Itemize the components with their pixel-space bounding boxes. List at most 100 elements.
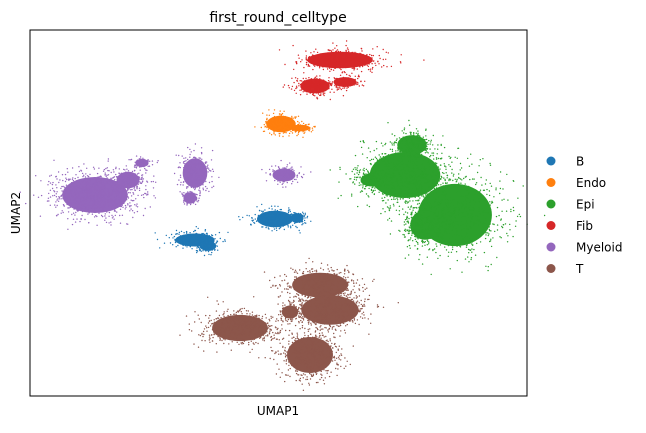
data-point bbox=[410, 133, 411, 134]
data-point bbox=[456, 206, 457, 207]
data-point bbox=[377, 171, 378, 172]
data-point bbox=[471, 257, 472, 258]
data-point bbox=[428, 243, 429, 244]
data-point bbox=[466, 239, 467, 240]
data-point bbox=[129, 185, 130, 186]
data-point bbox=[85, 199, 86, 200]
data-point bbox=[209, 182, 210, 183]
data-point bbox=[95, 215, 96, 216]
data-point bbox=[127, 204, 128, 205]
data-point bbox=[143, 162, 144, 163]
data-point bbox=[362, 59, 363, 60]
data-point bbox=[88, 222, 89, 223]
data-point bbox=[288, 125, 289, 126]
data-point bbox=[409, 167, 410, 168]
data-point bbox=[92, 214, 93, 215]
data-point bbox=[108, 188, 109, 189]
data-point bbox=[441, 239, 442, 240]
data-point bbox=[375, 182, 376, 183]
data-point bbox=[392, 133, 393, 134]
data-point bbox=[475, 222, 476, 223]
data-point bbox=[448, 156, 449, 157]
data-point bbox=[58, 171, 59, 172]
data-point bbox=[74, 188, 75, 189]
data-point bbox=[481, 230, 482, 231]
data-point bbox=[458, 244, 459, 245]
data-point bbox=[432, 214, 433, 215]
data-point bbox=[283, 116, 284, 117]
data-point bbox=[176, 155, 177, 156]
data-point bbox=[376, 178, 377, 179]
data-point bbox=[428, 140, 429, 141]
data-point bbox=[464, 237, 465, 238]
data-point bbox=[363, 140, 364, 141]
data-point bbox=[80, 201, 81, 202]
data-point bbox=[285, 126, 286, 127]
data-point bbox=[432, 177, 433, 178]
data-point bbox=[124, 197, 125, 198]
data-point bbox=[323, 53, 324, 54]
data-point bbox=[373, 61, 374, 62]
data-point bbox=[415, 226, 416, 227]
data-point bbox=[279, 127, 280, 128]
data-point bbox=[438, 222, 439, 223]
data-point bbox=[54, 204, 55, 205]
data-point bbox=[130, 192, 131, 193]
data-point bbox=[425, 152, 426, 153]
data-point bbox=[409, 183, 410, 184]
data-point bbox=[302, 129, 303, 130]
data-point bbox=[52, 182, 53, 183]
data-point bbox=[369, 178, 370, 179]
data-point bbox=[194, 157, 195, 158]
data-point bbox=[449, 243, 450, 244]
data-point bbox=[135, 165, 136, 166]
data-point bbox=[82, 205, 83, 206]
data-point bbox=[404, 146, 405, 147]
data-point bbox=[421, 163, 422, 164]
data-point bbox=[325, 82, 326, 83]
data-point bbox=[122, 205, 123, 206]
data-point bbox=[134, 173, 135, 174]
data-point bbox=[390, 188, 391, 189]
data-point bbox=[434, 200, 435, 201]
data-point bbox=[404, 186, 405, 187]
data-point bbox=[431, 140, 432, 141]
data-point bbox=[121, 189, 122, 190]
data-point bbox=[133, 200, 134, 201]
data-point bbox=[439, 237, 440, 238]
data-point bbox=[211, 176, 212, 177]
data-point bbox=[136, 184, 137, 185]
data-point bbox=[385, 178, 386, 179]
data-point bbox=[132, 200, 133, 201]
data-point bbox=[102, 179, 103, 180]
data-point bbox=[373, 175, 374, 176]
data-point bbox=[137, 211, 138, 212]
data-point bbox=[478, 214, 479, 215]
data-point bbox=[387, 219, 388, 220]
data-point bbox=[405, 258, 406, 259]
data-point bbox=[446, 249, 447, 250]
data-point bbox=[328, 53, 329, 54]
data-point bbox=[378, 175, 379, 176]
data-point bbox=[102, 208, 103, 209]
data-point bbox=[411, 143, 412, 144]
data-point bbox=[345, 55, 346, 56]
data-point bbox=[411, 166, 412, 167]
data-point bbox=[482, 218, 483, 219]
data-point bbox=[415, 189, 416, 190]
data-point bbox=[297, 128, 298, 129]
data-point bbox=[125, 173, 126, 174]
data-point bbox=[330, 53, 331, 54]
data-point bbox=[452, 180, 453, 181]
cluster-fib bbox=[279, 40, 425, 100]
data-point bbox=[108, 160, 109, 161]
data-point bbox=[391, 66, 392, 67]
data-point bbox=[430, 221, 431, 222]
data-point bbox=[40, 216, 41, 217]
data-point bbox=[119, 215, 120, 216]
data-point bbox=[451, 224, 452, 225]
data-point bbox=[405, 177, 406, 178]
data-point bbox=[454, 208, 455, 209]
data-point bbox=[411, 152, 412, 153]
